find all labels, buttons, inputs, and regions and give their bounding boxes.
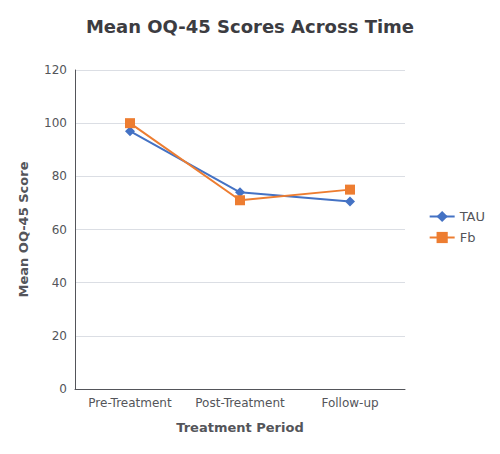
svg-text:Fb: Fb [460, 230, 476, 245]
svg-text:Follow-up: Follow-up [321, 396, 378, 410]
svg-text:0: 0 [59, 382, 67, 396]
svg-text:Post-Treatment: Post-Treatment [195, 396, 285, 410]
svg-text:Treatment Period: Treatment Period [176, 420, 303, 435]
svg-text:60: 60 [52, 223, 67, 237]
svg-text:100: 100 [44, 116, 67, 130]
svg-text:Mean OQ-45 Scores Across Time: Mean OQ-45 Scores Across Time [86, 16, 414, 37]
svg-text:20: 20 [52, 329, 67, 343]
svg-text:Pre-Treatment: Pre-Treatment [88, 396, 172, 410]
svg-text:Mean OQ-45 Score: Mean OQ-45 Score [16, 161, 31, 297]
svg-text:80: 80 [52, 169, 67, 183]
svg-text:120: 120 [44, 63, 67, 77]
svg-text:TAU: TAU [459, 209, 485, 224]
svg-text:40: 40 [52, 276, 67, 290]
